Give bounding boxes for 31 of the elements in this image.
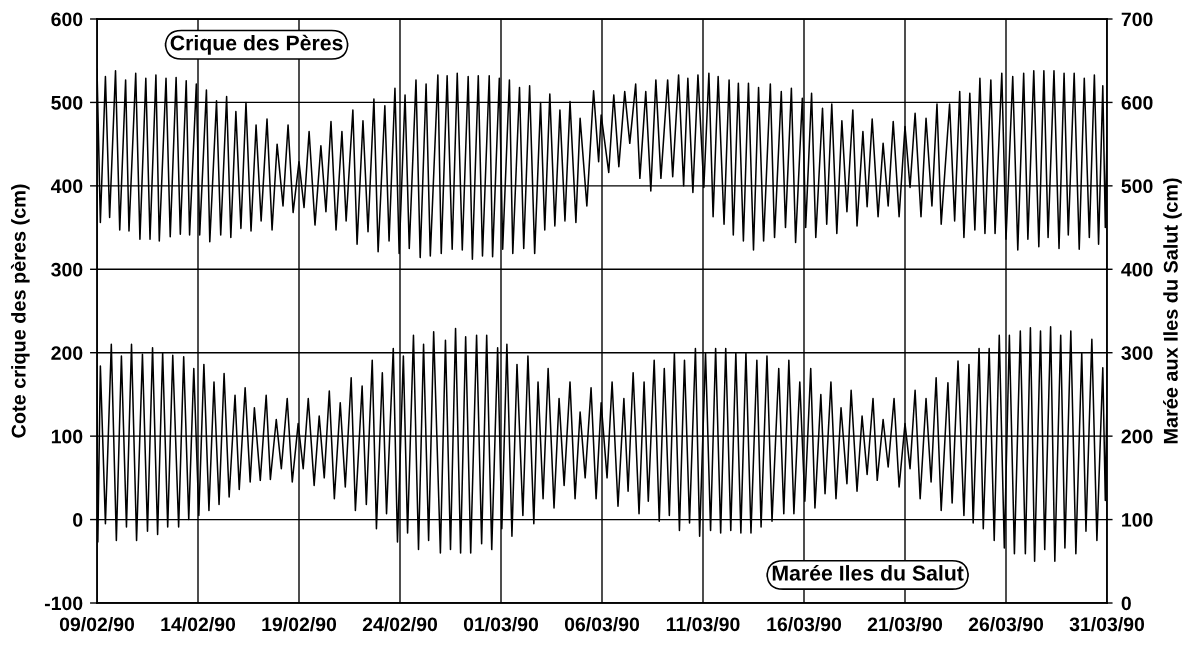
x-tick-label: 21/03/90 <box>867 616 943 632</box>
y2-tick-label: 300 <box>1121 346 1153 360</box>
x-tick-label: 26/03/90 <box>968 616 1044 632</box>
x-tick-label: 09/02/90 <box>59 616 135 632</box>
x-tick-label: 31/03/90 <box>1069 616 1145 632</box>
y2-tick-label: 100 <box>1122 513 1153 527</box>
x-tick-label: 01/03/90 <box>463 616 539 632</box>
y-tick-label: 400 <box>50 179 83 194</box>
y2-tick-label: 700 <box>1121 12 1153 27</box>
y-tick-label: 300 <box>51 262 83 277</box>
x-tick-label: 24/02/90 <box>362 616 438 632</box>
series-label: Marée Iles du Salut <box>772 564 964 581</box>
y2-axis-title: Marée aux Iles du Salut (cm) <box>1163 178 1182 444</box>
y-tick-label: 600 <box>51 12 83 27</box>
y2-tick-label: 0 <box>1121 596 1131 611</box>
x-tick-label: 16/03/90 <box>767 616 842 632</box>
y-tick-label: 500 <box>51 95 83 110</box>
y-tick-label: -100 <box>44 596 83 611</box>
x-tick-label: 14/02/90 <box>161 616 236 632</box>
x-tick-label: 11/03/90 <box>666 616 740 632</box>
y-tick-label: 200 <box>51 346 83 360</box>
y2-tick-label: 400 <box>1121 262 1153 277</box>
y2-tick-label: 500 <box>1121 179 1153 194</box>
y2-tick-label: 200 <box>1121 429 1153 444</box>
y2-tick-label: 600 <box>1121 95 1153 110</box>
y-tick-label: 100 <box>51 429 83 444</box>
series-label: Crique des Pères <box>170 34 343 55</box>
y-tick-label: 0 <box>73 513 83 527</box>
x-tick-label: 06/03/90 <box>564 616 640 632</box>
x-tick-label: 19/02/90 <box>262 616 337 632</box>
y-axis-title: Cote crique des pères (cm) <box>10 184 30 438</box>
